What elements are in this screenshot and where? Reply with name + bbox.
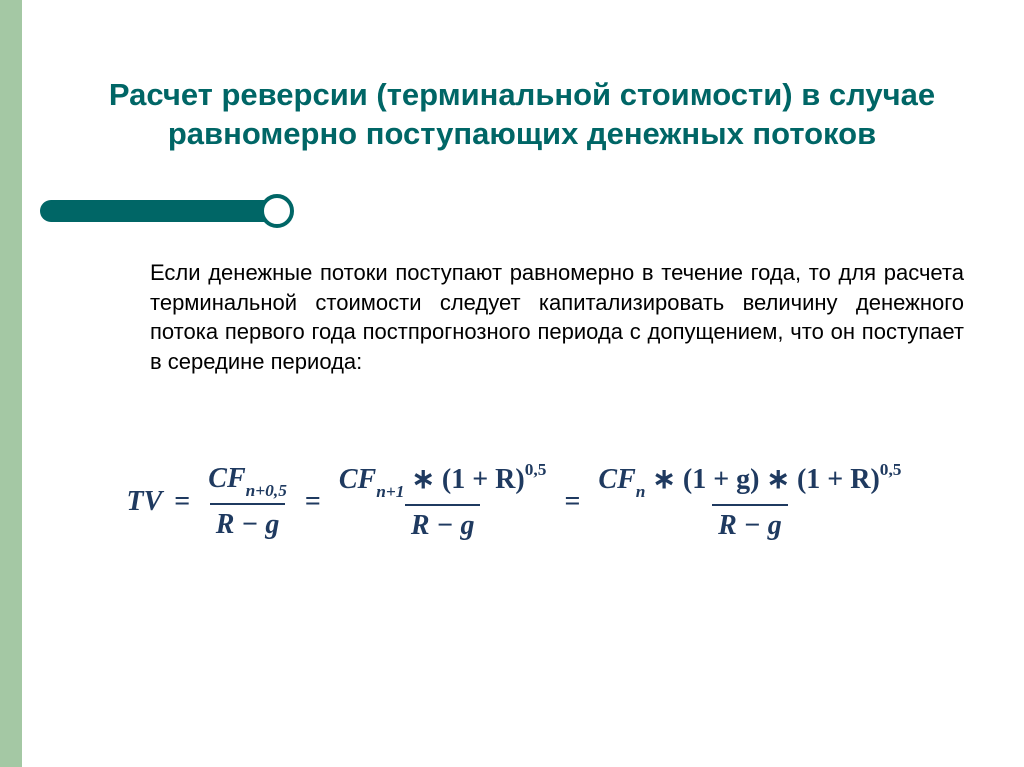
frac3-numerator: CFn ∗ (1 + g) ∗ (1 + R)0,5 [592,460,907,504]
formula-lhs: TV [127,486,163,518]
left-border [0,0,22,767]
body-paragraph: Если денежные потоки поступают равномерн… [150,258,964,377]
equals-2: = [305,486,321,518]
frac1-numerator: CFn+0,5 [202,461,293,503]
frac2-numerator: CFn+1 ∗ (1 + R)0,5 [333,460,553,504]
fraction-3: CFn ∗ (1 + g) ∗ (1 + R)0,5 R − g [592,460,907,544]
equals-1: = [174,486,190,518]
bullet-circle [260,194,294,228]
equals-3: = [564,486,580,518]
fraction-2: CFn+1 ∗ (1 + R)0,5 R − g [333,460,553,544]
fraction-1: CFn+0,5 R − g [202,461,293,543]
terminal-value-formula: TV = CFn+0,5 R − g = CFn+1 ∗ (1 + R)0,5 … [40,460,994,544]
frac2-denominator: R − g [405,504,481,544]
frac3-denominator: R − g [712,504,788,544]
slide-title: Расчет реверсии (терминальной стоимости)… [50,76,994,154]
frac1-denominator: R − g [210,503,286,543]
bullet-bar [40,200,280,222]
